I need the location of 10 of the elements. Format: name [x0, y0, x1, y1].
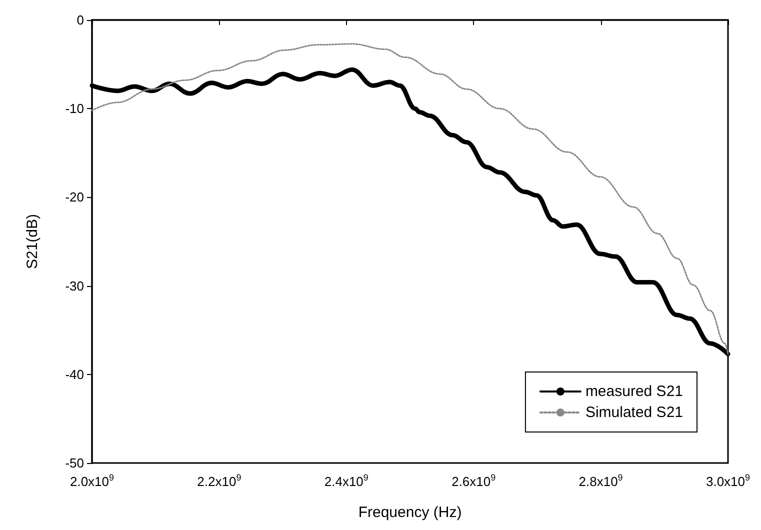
legend-label: measured S21 [585, 383, 684, 400]
legend-label: Simulated S21 [585, 404, 684, 421]
y-axis-title: S21(dB) [24, 214, 41, 270]
y-tick-label: 0 [76, 12, 84, 28]
x-axis-title: Frequency (Hz) [358, 504, 462, 521]
y-tick-label: -10 [65, 101, 84, 116]
y-tick-label: -40 [65, 366, 84, 382]
y-tick-label: -30 [65, 278, 84, 294]
y-tick-label: -20 [65, 190, 84, 205]
y-tick-label: -50 [65, 456, 84, 470]
